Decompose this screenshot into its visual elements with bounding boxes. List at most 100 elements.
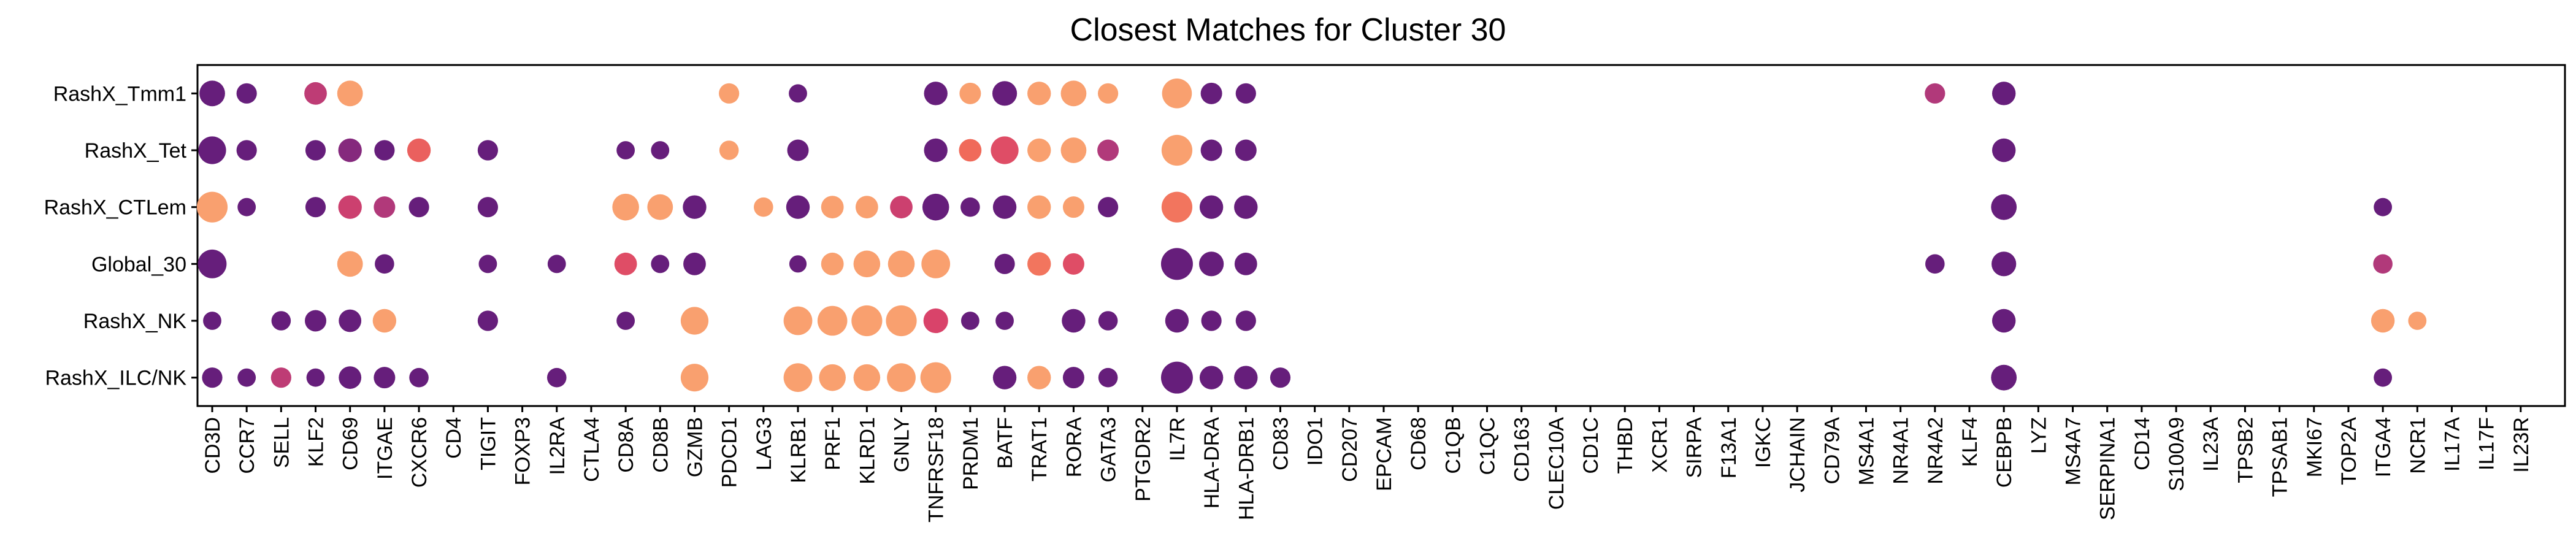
- x-tick-label: HLA-DRA: [1200, 417, 1224, 509]
- dot-point: [1991, 82, 2016, 105]
- x-tick-label: FOXP3: [512, 417, 535, 485]
- dot-point: [1234, 366, 1258, 389]
- dot-point: [924, 82, 948, 105]
- dot-point: [1991, 138, 2016, 163]
- dot-point: [1925, 83, 1945, 104]
- x-tick-label: NR4A1: [1890, 417, 1913, 485]
- dot-point: [855, 196, 878, 219]
- dot-point: [647, 194, 673, 220]
- dot-point: [924, 138, 948, 163]
- dot-point: [719, 83, 740, 104]
- dot-point: [995, 312, 1014, 330]
- x-tick-label: PRF1: [821, 417, 845, 470]
- x-tick-label: IL23A: [2199, 417, 2223, 472]
- dot-point: [683, 252, 706, 275]
- x-axis: CD3D CCR7 SELL KLF2 CD69 ITGAE CXCR6 CD4 TIGIT FO…: [201, 406, 2533, 523]
- dot-point: [1160, 248, 1193, 280]
- dot-point: [547, 255, 566, 274]
- dot-point: [1062, 196, 1084, 218]
- dot-point: [374, 140, 395, 161]
- x-tick-label: IGKC: [1752, 417, 1775, 468]
- dot-point: [2374, 197, 2393, 217]
- dot-point: [680, 307, 709, 335]
- x-tick-label: CEBPB: [1993, 417, 2016, 488]
- dot-point: [1098, 367, 1118, 388]
- dots-layer: [196, 79, 2427, 394]
- dot-point: [1200, 82, 1222, 104]
- dot-point: [959, 139, 982, 162]
- x-tick-label: CCR7: [236, 417, 259, 474]
- x-tick-label: SELL: [270, 417, 293, 468]
- dot-point: [789, 255, 807, 273]
- y-tick-label: RashX_Tmm1: [53, 82, 186, 105]
- dot-point: [337, 251, 363, 277]
- dot-point: [992, 81, 1018, 106]
- dot-point: [199, 80, 225, 107]
- dot-point: [789, 84, 807, 103]
- x-tick-label: MS4A1: [1855, 417, 1878, 486]
- dot-point: [680, 364, 709, 392]
- dot-point: [922, 193, 949, 221]
- dot-point: [719, 140, 739, 160]
- dot-point: [1097, 83, 1119, 104]
- dot-point: [887, 250, 915, 278]
- dot-point: [375, 254, 394, 274]
- dot-point: [339, 366, 362, 389]
- dot-point: [1235, 139, 1257, 161]
- dot-point: [339, 309, 362, 332]
- x-tick-label: MKI67: [2303, 417, 2326, 477]
- x-tick-label: THBD: [1614, 417, 1637, 474]
- x-tick-label: IL17F: [2475, 417, 2499, 470]
- x-tick-label: NR4A2: [1924, 417, 1947, 485]
- dot-point: [1097, 139, 1119, 161]
- x-tick-label: IL17A: [2440, 417, 2464, 472]
- dot-point: [478, 255, 497, 274]
- dot-point: [1027, 252, 1051, 276]
- dot-point: [1027, 366, 1051, 389]
- x-tick-label: PDCD1: [718, 417, 742, 488]
- y-tick-label: RashX_CTLem: [44, 196, 186, 220]
- dot-point: [2371, 309, 2395, 333]
- dot-point: [196, 191, 228, 223]
- dot-point: [270, 367, 291, 388]
- dot-point: [1165, 309, 1189, 333]
- x-tick-label: CD69: [339, 417, 362, 470]
- dot-point: [409, 367, 429, 388]
- y-tick-label: RashX_Tet: [85, 139, 187, 163]
- dot-point: [1027, 195, 1051, 219]
- x-tick-label: MS4A7: [2062, 417, 2085, 486]
- x-tick-label: GZMB: [683, 417, 707, 477]
- x-tick-label: TNFRSF18: [925, 417, 948, 523]
- x-tick-label: CD207: [1338, 417, 1362, 482]
- dot-point: [305, 140, 326, 161]
- x-tick-label: CD79A: [1820, 417, 1844, 485]
- dot-point: [992, 366, 1017, 389]
- x-tick-label: C1QC: [1476, 417, 1500, 475]
- x-tick-label: TPSB2: [2234, 417, 2257, 483]
- dot-point: [1161, 134, 1193, 166]
- dot-point: [923, 308, 948, 334]
- dot-point: [1991, 364, 2017, 391]
- dot-point: [2374, 368, 2393, 387]
- dot-point: [1062, 309, 1086, 333]
- dot-point: [1027, 138, 1051, 163]
- x-tick-label: GNLY: [891, 417, 914, 472]
- dot-point: [783, 363, 813, 393]
- dot-point: [786, 195, 810, 219]
- dot-point: [1062, 367, 1084, 389]
- dot-point: [477, 197, 499, 218]
- dot-point: [1060, 80, 1087, 107]
- dot-point: [1201, 310, 1222, 331]
- x-tick-label: XCR1: [1648, 417, 1671, 473]
- dot-point: [2373, 254, 2393, 274]
- dot-point: [886, 305, 917, 337]
- dot-point: [992, 195, 1017, 219]
- x-tick-label: CTLA4: [580, 417, 604, 482]
- x-tick-label: CD8A: [615, 417, 638, 473]
- x-tick-label: ITGA4: [2372, 417, 2395, 477]
- x-tick-label: SIRPA: [1683, 417, 1706, 478]
- x-tick-label: F13A1: [1717, 417, 1741, 478]
- dot-point: [616, 312, 635, 330]
- x-tick-label: IDO1: [1304, 417, 1327, 466]
